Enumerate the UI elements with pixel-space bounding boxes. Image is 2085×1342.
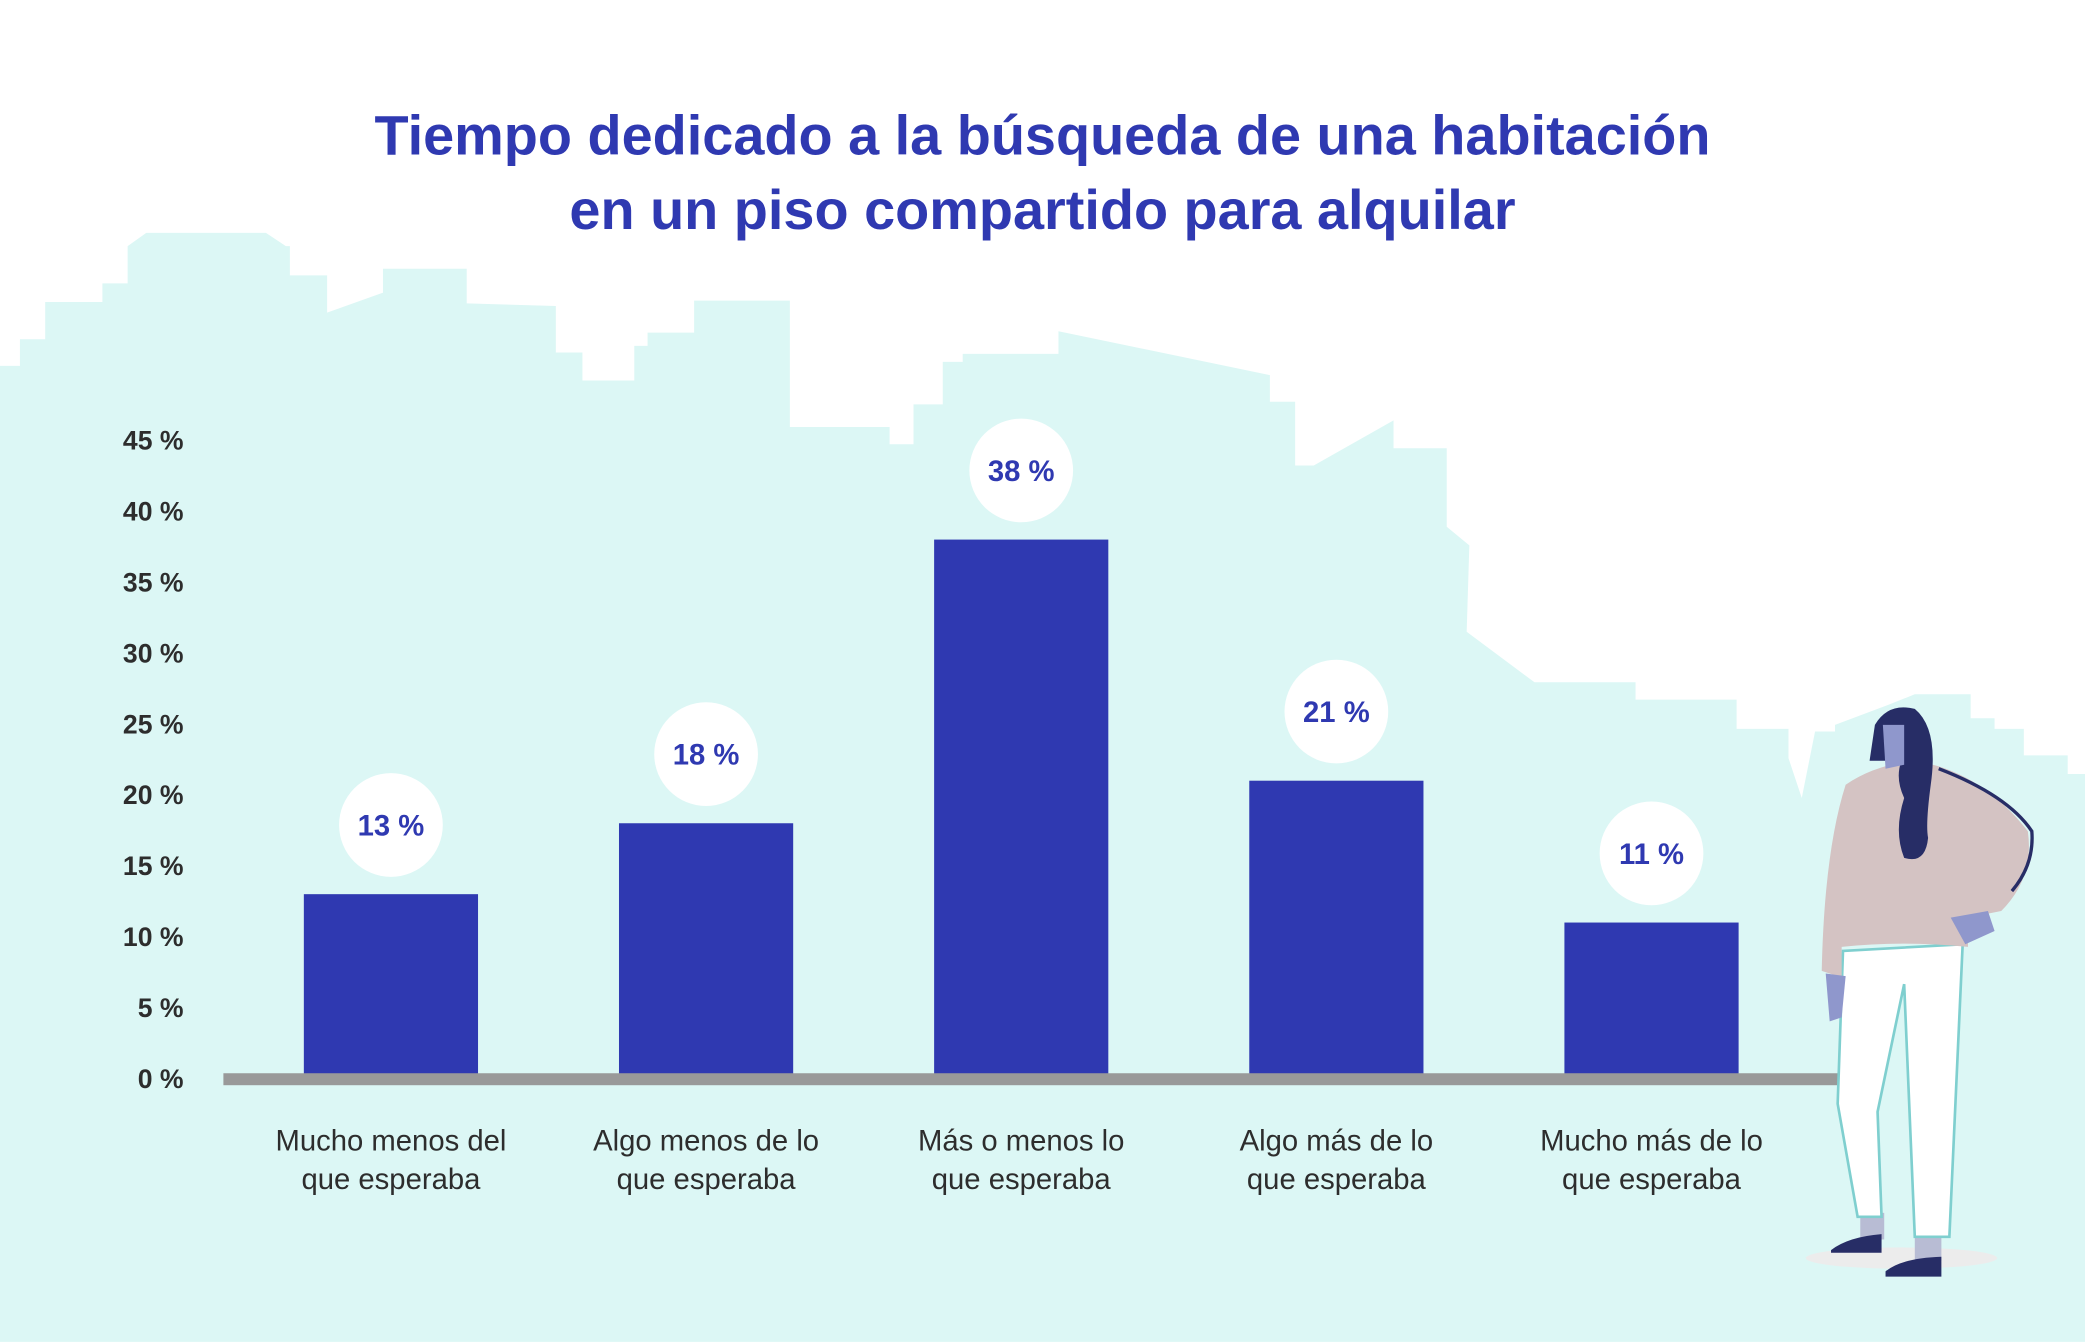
data-label: 11 %	[1619, 839, 1684, 871]
y-tick-label: 10 %	[123, 922, 184, 952]
y-tick-label: 40 %	[123, 497, 184, 527]
x-tick-label: que esperaba	[617, 1164, 797, 1196]
x-tick-label: Algo menos de lo	[593, 1125, 819, 1157]
bar	[934, 539, 1109, 1079]
chart-title: Tiempo dedicado a la búsqueda de una hab…	[375, 103, 1711, 240]
x-tick-label: Más o menos lo	[918, 1125, 1124, 1157]
data-label-bubble	[1284, 659, 1389, 764]
x-axis-baseline	[223, 1073, 1840, 1086]
x-axis-labels: Mucho menos del que esperaba Algo menos de…	[276, 1125, 1763, 1196]
data-label: 13 %	[358, 811, 425, 843]
y-tick-label: 20 %	[123, 780, 184, 810]
title-line-2: en un piso compartido para alquilar	[569, 178, 1515, 241]
y-tick-label: 15 %	[123, 851, 184, 881]
y-tick-label: 30 %	[123, 638, 184, 668]
x-tick-label: Mucho menos del	[276, 1125, 507, 1157]
bar	[1564, 922, 1739, 1079]
bar	[1249, 780, 1424, 1079]
woman-illustration	[1805, 707, 2034, 1277]
data-label-bubble	[1599, 801, 1704, 906]
data-label: 21 %	[1303, 697, 1370, 729]
y-tick-label: 5 %	[138, 993, 184, 1023]
data-label-bubble	[654, 702, 758, 806]
x-tick-label: que esperaba	[1247, 1164, 1427, 1196]
bars: 13 % 18 % 38 % 21 % 11 %	[303, 418, 1739, 1079]
bar	[303, 894, 479, 1079]
data-label: 38 %	[988, 456, 1055, 488]
y-axis: 0 % 5 % 10 % 15 % 20 % 25 % 30 % 35 % 40 % 45 %	[123, 426, 184, 1094]
x-tick-label: que esperaba	[301, 1164, 481, 1196]
x-tick-label: que esperaba	[1562, 1164, 1742, 1196]
x-tick-label: Algo más de lo	[1240, 1125, 1433, 1157]
y-tick-label: 35 %	[123, 567, 184, 597]
data-label-bubble	[969, 418, 1074, 523]
bar	[618, 823, 794, 1079]
y-tick-label: 45 %	[123, 426, 184, 456]
y-tick-label: 25 %	[123, 709, 184, 739]
x-tick-label: Mucho más de lo	[1540, 1125, 1763, 1157]
data-label: 18 %	[673, 740, 740, 772]
title-line-1: Tiempo dedicado a la búsqueda de una hab…	[375, 103, 1711, 166]
data-label-bubble	[339, 773, 443, 877]
x-tick-label: que esperaba	[932, 1164, 1112, 1196]
y-tick-label: 0 %	[138, 1064, 184, 1094]
